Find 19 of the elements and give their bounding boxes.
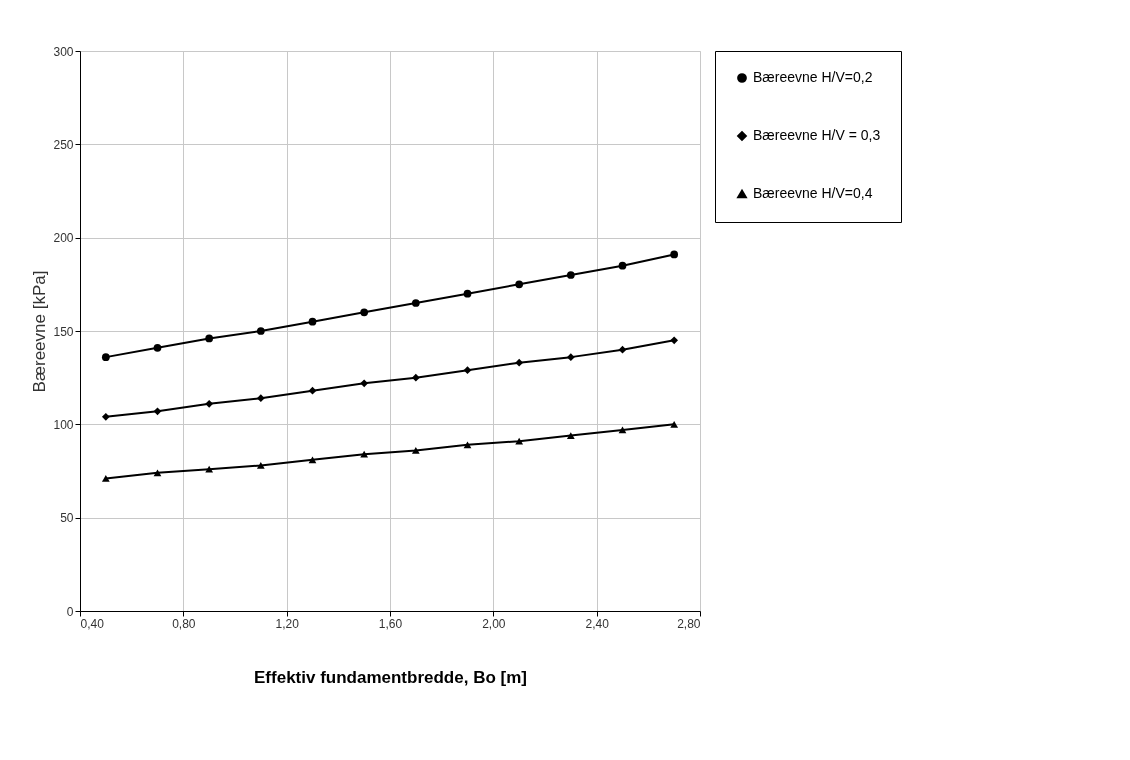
y-tick-label: 100	[53, 417, 74, 432]
x-tick-label: 2,00	[482, 616, 506, 631]
x-tick-label: 2,40	[585, 616, 610, 631]
legend-label: Bæreevne H/V = 0,3	[753, 127, 881, 143]
y-tick-label: 150	[53, 324, 74, 339]
legend-label: Bæreevne H/V=0,2	[753, 69, 873, 85]
legend-label: Bæreevne H/V=0,4	[753, 185, 873, 201]
x-axis-title: Effektiv fundamentbredde, Bo [m]	[254, 667, 527, 687]
y-axis-title: Bæreevne [kPa]	[30, 270, 50, 393]
x-tick-label: 0,40	[80, 616, 105, 631]
x-tick-label: 1,60	[378, 616, 403, 631]
y-tick-label: 50	[60, 511, 74, 526]
x-tick-label: 1,20	[275, 616, 300, 631]
y-tick-label: 200	[53, 231, 74, 246]
y-tick-label: 250	[53, 137, 74, 152]
x-tick-label: 2,80	[677, 616, 701, 631]
y-tick-label: 0	[66, 604, 74, 619]
x-tick-label: 0,80	[172, 616, 196, 631]
y-tick-label: 300	[53, 44, 74, 59]
